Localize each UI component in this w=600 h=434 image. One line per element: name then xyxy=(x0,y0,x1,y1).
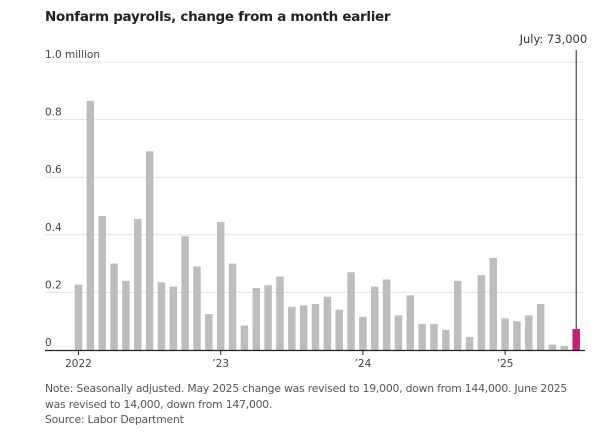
bar: Jan 2023: 0.445 xyxy=(216,221,225,350)
bar: Mar 2025: 0.12 xyxy=(525,315,533,350)
bar: Aug 2022: 0.235 xyxy=(157,282,166,350)
bar: Mar 2023: 0.085 xyxy=(240,325,249,350)
bar-chart: 0 0.2 0.4 0.6 0.8 1.0 million Jan 2022: 0.227… xyxy=(45,32,588,370)
y-axis-labels: 0 0.2 0.4 0.6 0.8 1.0 million xyxy=(45,49,100,349)
x-tick-label: ’24 xyxy=(355,358,372,370)
x-tick-label: ’25 xyxy=(497,358,514,370)
y-tick-label: 0.6 xyxy=(45,164,62,176)
y-tick-label: 1.0 million xyxy=(45,49,100,61)
bar: Jun 2025: 0.014 xyxy=(560,345,569,350)
bar: Mar 2024: 0.245 xyxy=(382,279,391,350)
bar: Oct 2024: 0.045 xyxy=(465,337,474,350)
bar: May 2023: 0.225 xyxy=(264,285,272,350)
x-axis: 2022 ’23 ’24 ’25 xyxy=(45,349,585,370)
bar: Jul 2022: 0.69 xyxy=(145,151,154,350)
y-tick-label: 0.2 xyxy=(45,279,62,291)
bar: Dec 2023: 0.27 xyxy=(347,272,355,350)
bar: Dec 2022: 0.125 xyxy=(205,314,213,350)
bar: Sep 2023: 0.16 xyxy=(311,303,320,350)
bar: May 2025: 0.019 xyxy=(548,344,557,350)
source-text: Source: Labor Department xyxy=(45,413,184,426)
bar: Nov 2023: 0.14 xyxy=(335,309,343,350)
chart-title: Nonfarm payrolls, change from a month ea… xyxy=(45,9,391,25)
bar: Jun 2024: 0.09 xyxy=(418,324,426,350)
bar: Jan 2024: 0.115 xyxy=(359,316,367,350)
note-text: Note: Seasonally adjusted. May 2025 chan… xyxy=(45,382,568,411)
bar: Apr 2022: 0.3 xyxy=(110,263,118,350)
bar: Jan 2025: 0.11 xyxy=(501,318,509,350)
bars: Jan 2022: 0.227Feb 2022: 0.865Mar 2022: … xyxy=(74,100,580,350)
y-tick-label: 0 xyxy=(45,337,52,349)
x-tick-label: ’23 xyxy=(212,358,229,370)
bar: Aug 2024: 0.07 xyxy=(442,329,450,350)
gridlines xyxy=(45,61,585,293)
bar: Mar 2022: 0.465 xyxy=(98,216,106,350)
bar: Nov 2024: 0.26 xyxy=(477,275,486,350)
y-tick-label: 0.4 xyxy=(45,222,62,234)
bar: Feb 2022: 0.865 xyxy=(86,100,95,350)
bar: Jan 2022: 0.227 xyxy=(74,284,83,350)
x-tick-label: 2022 xyxy=(65,358,92,370)
bar-highlight: Jul 2025: 0.073 xyxy=(572,328,580,350)
bar: Feb 2025: 0.1 xyxy=(513,321,521,350)
annotation-label: July: 73,000 xyxy=(519,32,588,46)
y-tick-label: 0.8 xyxy=(45,107,62,119)
bar: Oct 2023: 0.185 xyxy=(323,296,332,350)
bar: Jun 2022: 0.455 xyxy=(134,218,142,350)
bar: May 2024: 0.19 xyxy=(406,295,415,350)
bar: Sep 2022: 0.22 xyxy=(169,286,178,350)
chart-notes: Note: Seasonally adjusted. May 2025 chan… xyxy=(45,381,590,428)
bar: Nov 2022: 0.29 xyxy=(193,266,201,350)
annotations: July: 73,000 xyxy=(519,32,588,329)
bar: Feb 2024: 0.22 xyxy=(371,286,379,350)
bar: Apr 2025: 0.16 xyxy=(536,303,545,350)
bar: Apr 2023: 0.215 xyxy=(252,288,260,350)
bar: Jul 2024: 0.09 xyxy=(430,324,438,350)
bar: Jun 2023: 0.255 xyxy=(276,276,284,350)
bar: Feb 2023: 0.3 xyxy=(228,263,237,350)
bar: Sep 2024: 0.24 xyxy=(453,280,462,350)
bar: Dec 2024: 0.32 xyxy=(489,257,497,350)
bar: May 2022: 0.24 xyxy=(122,280,130,350)
bar: Oct 2022: 0.395 xyxy=(181,236,189,350)
bar: Jul 2023: 0.15 xyxy=(288,306,296,350)
bar: Aug 2023: 0.155 xyxy=(299,305,308,350)
bar: Apr 2024: 0.12 xyxy=(394,315,403,350)
